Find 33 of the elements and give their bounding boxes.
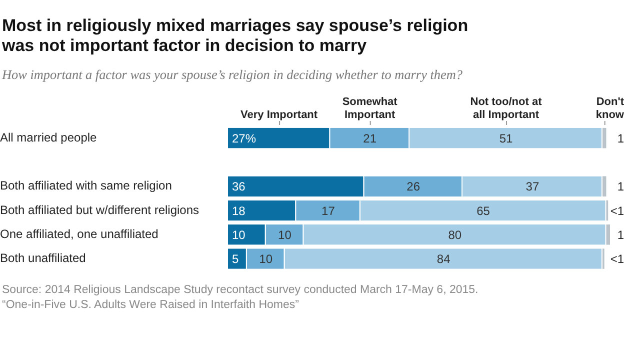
y-tick-label: Both affiliated but w/different religions xyxy=(0,202,200,217)
data-label: 10 xyxy=(232,228,246,242)
data-label: 36 xyxy=(232,180,246,194)
y-tick-label: One affiliated, one unaffiliated xyxy=(0,226,158,241)
y-tick-label: Both unaffiliated xyxy=(0,251,86,266)
data-label: 37 xyxy=(526,180,540,194)
data-label: 10 xyxy=(259,252,273,266)
data-label: 27% xyxy=(232,131,256,146)
y-tick-label: Both affiliated with same religion xyxy=(0,178,172,193)
data-label: 10 xyxy=(278,228,292,242)
y-tick-label: All married people xyxy=(0,130,98,144)
source-note: Source: 2014 Religious Landscape Study recontact survey conducted March 17-May 6, 2015. xyxy=(2,283,478,298)
data-label: 17 xyxy=(322,204,336,218)
data-label: 1 xyxy=(617,228,624,242)
data-label: 80 xyxy=(448,228,462,242)
data-label: 84 xyxy=(436,252,451,266)
series-label: Very Important xyxy=(240,109,318,121)
series-label: Don't know xyxy=(596,96,624,121)
data-label: 65 xyxy=(476,204,490,218)
data-label: 18 xyxy=(232,204,246,218)
data-label: 21 xyxy=(363,131,377,146)
data-label: <1 xyxy=(610,252,624,266)
series-label: Somewhat Important xyxy=(342,96,398,121)
text: “One-in-Five U.S. Adults Were Raised in Interfaith Homes” xyxy=(2,298,300,313)
data-label: 5 xyxy=(232,252,239,266)
chart-title: Most in religiously mixed marriages say spouse’s religion was not important factor in decision to marry xyxy=(2,16,470,56)
data-label: 51 xyxy=(499,131,513,146)
data-label: 26 xyxy=(406,180,420,194)
data-label: 1 xyxy=(617,131,624,146)
data-label: <1 xyxy=(610,204,624,218)
series-label: Not too/not at all Important xyxy=(470,96,542,121)
chart-subtitle: How important a factor was your spouse’s religion in deciding whether to marry them? xyxy=(2,67,462,83)
data-label: 1 xyxy=(617,180,624,194)
